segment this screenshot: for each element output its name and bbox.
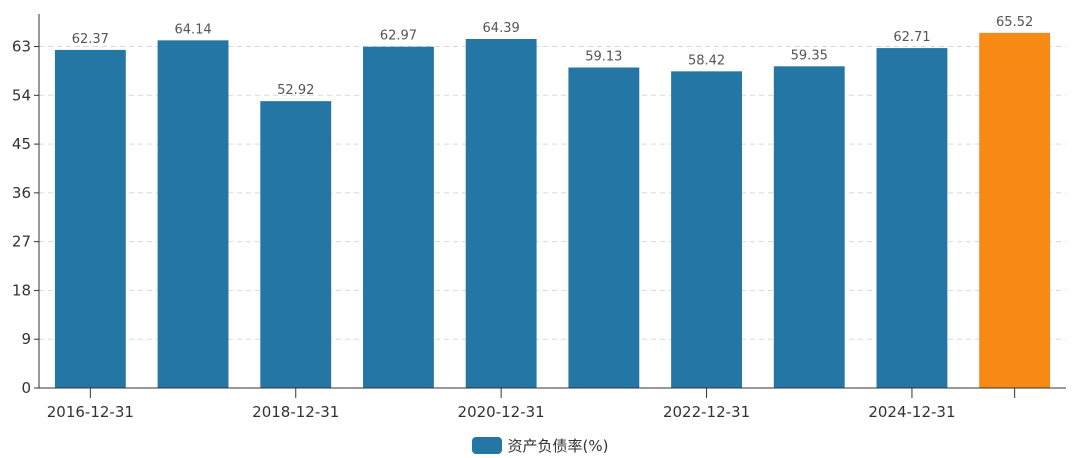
legend-swatch-icon xyxy=(471,436,502,454)
bar-2023-12-31 xyxy=(773,66,845,389)
bar-2019-12-31 xyxy=(363,46,434,388)
bar-2025-12-31 xyxy=(979,32,1051,388)
y-tick-label: 18 xyxy=(12,281,31,299)
bar-chart: 62.37 64.14 52.92 62.97 64.39 59.13 58.42 59.35… xyxy=(12,14,1066,421)
value-label: 59.13 xyxy=(585,49,622,64)
bar-2021-12-31 xyxy=(568,67,640,388)
axes: 0 9 18 27 36 45 54 63 2016-12-31 2018-12-31 2020-1… xyxy=(12,14,1066,421)
y-tick-label: 36 xyxy=(12,184,31,202)
y-tick-label: 27 xyxy=(12,233,31,251)
y-tick-label: 9 xyxy=(21,330,31,348)
value-label: 64.39 xyxy=(483,21,520,36)
value-label: 65.52 xyxy=(996,15,1033,30)
value-label: 62.37 xyxy=(72,32,109,47)
bar-2022-12-31 xyxy=(671,71,742,388)
x-tick-label: 2016-12-31 xyxy=(47,403,134,421)
legend-label: 资产负债率(%) xyxy=(507,436,609,455)
value-label: 62.97 xyxy=(380,29,417,44)
bar-2020-12-31 xyxy=(465,38,537,388)
legend[interactable]: 资产负债率(%) xyxy=(0,432,1080,458)
x-tick-label: 2020-12-31 xyxy=(458,403,545,421)
value-label: 58.42 xyxy=(688,53,725,68)
x-tick-label: 2018-12-31 xyxy=(252,403,339,421)
bar-2018-12-31 xyxy=(260,101,332,388)
value-label: 62.71 xyxy=(893,30,930,45)
value-label: 59.35 xyxy=(791,48,828,63)
x-tick-label: 2022-12-31 xyxy=(663,403,750,421)
bar-2017-12-31 xyxy=(157,40,229,388)
bar-2024-12-31 xyxy=(876,48,948,388)
y-tick-label: 0 xyxy=(21,379,31,397)
y-tick-label: 63 xyxy=(12,38,31,56)
value-label: 64.14 xyxy=(174,22,211,37)
y-tick-label: 54 xyxy=(12,86,31,104)
value-label: 52.92 xyxy=(277,83,314,98)
value-labels: 62.37 64.14 52.92 62.97 64.39 59.13 58.42 59.35… xyxy=(72,15,1034,98)
x-tick-label: 2024-12-31 xyxy=(868,403,955,421)
y-tick-label: 45 xyxy=(12,135,31,153)
bar-2016-12-31 xyxy=(54,49,126,388)
bars xyxy=(54,32,1051,389)
